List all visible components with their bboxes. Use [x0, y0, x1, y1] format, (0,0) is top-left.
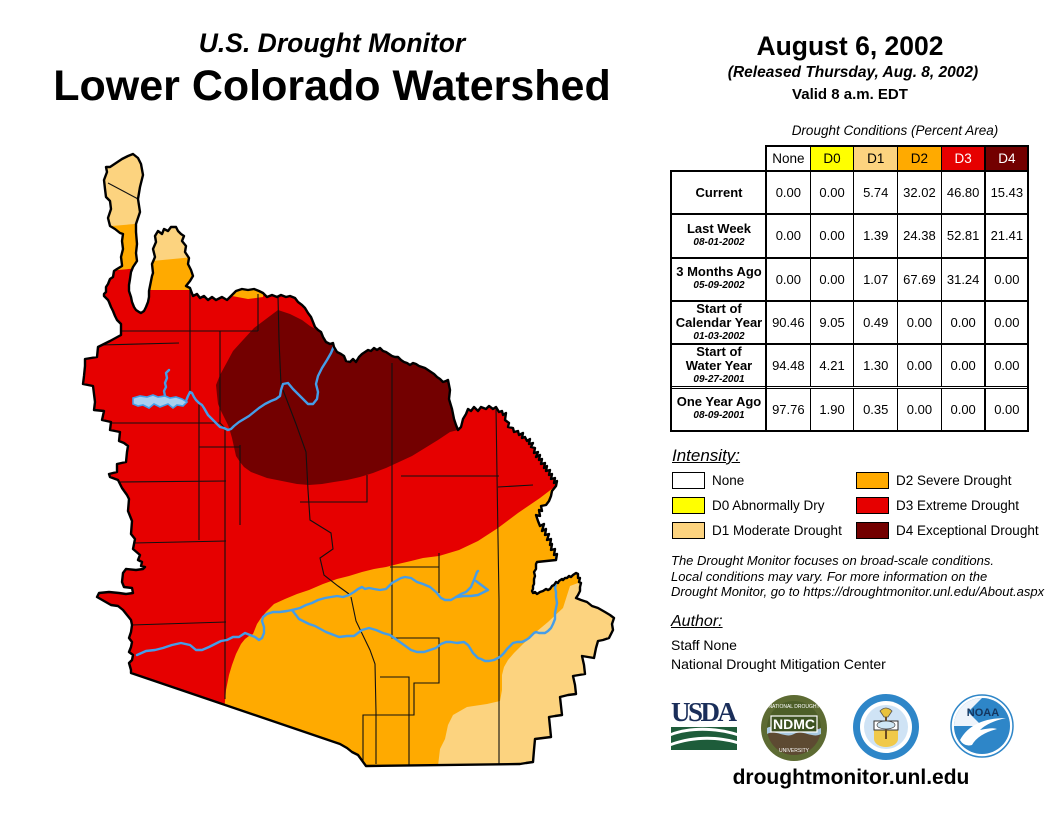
svg-text:NOAA: NOAA [967, 707, 999, 719]
svg-text:NDMC: NDMC [773, 716, 815, 732]
svg-text:UNIVERSITY: UNIVERSITY [779, 748, 810, 754]
svg-text:USDA: USDA [671, 700, 737, 727]
svg-text:NATIONAL DROUGHT: NATIONAL DROUGHT [768, 704, 819, 710]
